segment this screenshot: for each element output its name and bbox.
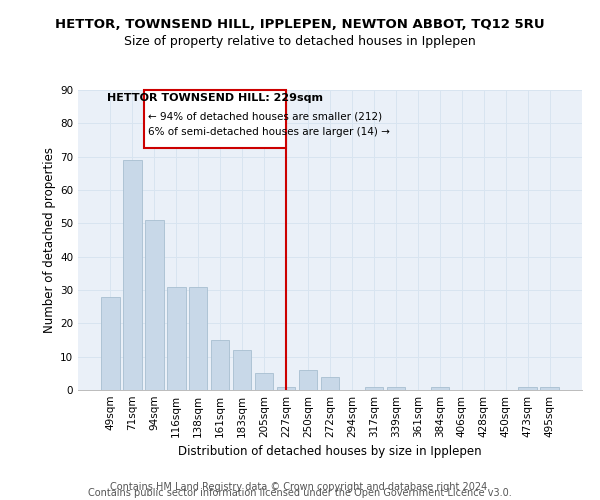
Bar xyxy=(320,376,340,390)
Y-axis label: Number of detached properties: Number of detached properties xyxy=(43,147,56,333)
Bar xyxy=(386,386,405,390)
Bar xyxy=(365,386,383,390)
Bar xyxy=(277,386,295,390)
Bar xyxy=(299,370,317,390)
Bar xyxy=(541,386,559,390)
Text: ← 94% of detached houses are smaller (212): ← 94% of detached houses are smaller (21… xyxy=(148,112,382,122)
Text: Contains public sector information licensed under the Open Government Licence v3: Contains public sector information licen… xyxy=(88,488,512,498)
X-axis label: Distribution of detached houses by size in Ipplepen: Distribution of detached houses by size … xyxy=(178,446,482,458)
FancyBboxPatch shape xyxy=(145,90,286,148)
Bar xyxy=(211,340,229,390)
Text: Size of property relative to detached houses in Ipplepen: Size of property relative to detached ho… xyxy=(124,35,476,48)
Text: HETTOR, TOWNSEND HILL, IPPLEPEN, NEWTON ABBOT, TQ12 5RU: HETTOR, TOWNSEND HILL, IPPLEPEN, NEWTON … xyxy=(55,18,545,30)
Bar xyxy=(518,386,537,390)
Bar xyxy=(145,220,164,390)
Bar xyxy=(431,386,449,390)
Text: 6% of semi-detached houses are larger (14) →: 6% of semi-detached houses are larger (1… xyxy=(148,126,389,136)
Bar xyxy=(123,160,142,390)
Text: Contains HM Land Registry data © Crown copyright and database right 2024.: Contains HM Land Registry data © Crown c… xyxy=(110,482,490,492)
Bar xyxy=(255,374,274,390)
Bar xyxy=(167,286,185,390)
Bar xyxy=(233,350,251,390)
Text: HETTOR TOWNSEND HILL: 229sqm: HETTOR TOWNSEND HILL: 229sqm xyxy=(107,94,323,104)
Bar xyxy=(101,296,119,390)
Bar xyxy=(189,286,208,390)
